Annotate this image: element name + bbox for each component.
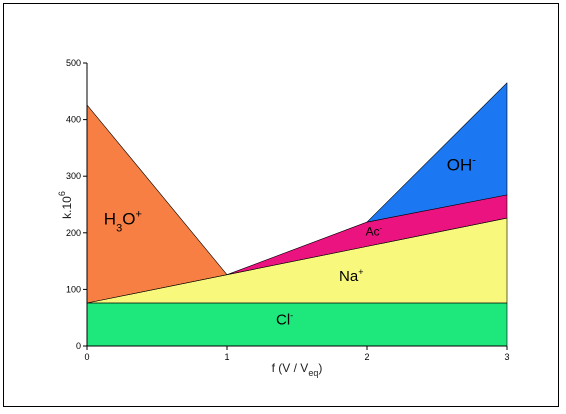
- y-tick-label: 300: [66, 171, 81, 181]
- axes-layer: [86, 63, 507, 347]
- y-tick-label: 100: [66, 284, 81, 294]
- y-tick-label: 200: [66, 228, 81, 238]
- region-cl-area: [86, 302, 508, 347]
- y-ticks-layer: 0 100 200 300 400 500: [66, 58, 87, 351]
- x-axis-title: f (V / Veq): [272, 361, 323, 378]
- region-ac-area: [226, 194, 508, 275]
- region-label-cl: Cl-: [276, 310, 293, 328]
- y-tick-label: 0: [76, 341, 81, 351]
- region-oh-area: [366, 82, 508, 223]
- x-tick-label: 2: [364, 352, 369, 362]
- x-tick-label: 0: [84, 352, 89, 362]
- region-label-ac: Ac-: [366, 225, 383, 239]
- x-tick-label: 1: [224, 352, 229, 362]
- y-tick-label: 500: [66, 58, 81, 68]
- region-label-oh: OH-: [447, 155, 477, 175]
- regions-layer: [86, 82, 508, 347]
- region-label-na: Na+: [339, 267, 363, 285]
- y-tick-label: 400: [66, 115, 81, 125]
- region-label-h3o: H3O+: [104, 208, 142, 234]
- region-h3o-area: [86, 104, 228, 304]
- x-ticks-layer: 0 1 2 3: [84, 346, 510, 362]
- y-axis-title: k.106: [57, 191, 74, 219]
- region-labels-layer: Cl- Na+ H3O+ Ac- OH-: [104, 155, 477, 329]
- x-tick-label: 3: [504, 352, 509, 362]
